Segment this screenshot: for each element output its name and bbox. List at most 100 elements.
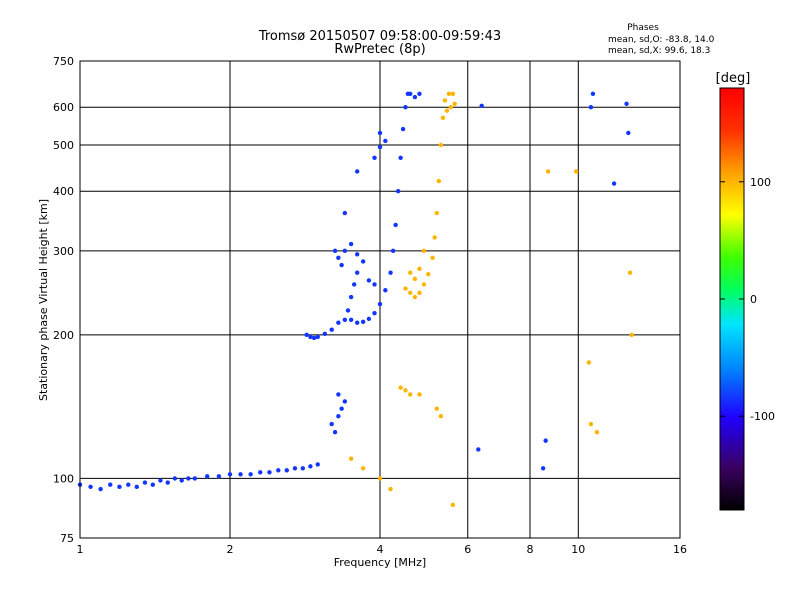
- data-point-x: [586, 360, 592, 365]
- data-point-x: [438, 142, 444, 148]
- x-tick-label: 6: [464, 543, 471, 556]
- data-point-x: [450, 91, 456, 97]
- data-point-x: [446, 91, 452, 97]
- data-point-o: [186, 476, 191, 481]
- data-point-x: [403, 286, 408, 291]
- data-point-o: [360, 259, 366, 264]
- data-point-o: [248, 472, 253, 477]
- data-point-x: [629, 332, 634, 338]
- data-point-o: [308, 464, 313, 469]
- data-point-o: [388, 270, 393, 275]
- data-point-o: [377, 144, 383, 150]
- data-point-x: [360, 466, 366, 471]
- data-point-o: [590, 91, 596, 97]
- data-point-x: [417, 266, 422, 272]
- data-point-o: [626, 130, 631, 136]
- data-point-o: [332, 248, 338, 254]
- legend-line-x: mean, sd,X: 99.6, 18.3: [608, 46, 710, 56]
- data-point-o: [342, 210, 348, 216]
- data-point-o: [88, 484, 93, 490]
- data-point-o: [332, 429, 338, 435]
- data-point-o: [372, 155, 377, 161]
- data-point-o: [540, 466, 546, 471]
- data-point-o: [204, 474, 210, 479]
- data-point-x: [436, 178, 442, 184]
- data-point-o: [276, 468, 281, 473]
- colorbar-tick-label: 100: [750, 176, 771, 189]
- data-point-o: [354, 169, 360, 174]
- data-point-o: [150, 482, 156, 487]
- x-tick-label: 8: [527, 543, 534, 556]
- y-tick-label: 200: [53, 329, 74, 342]
- colorbar-ticks: 100 0 -100: [720, 176, 775, 423]
- data-point-x: [408, 270, 413, 275]
- chart-subtitle: RwPretec (8p): [334, 42, 425, 57]
- data-point-x: [434, 210, 439, 216]
- data-point-o: [377, 130, 383, 136]
- data-point-o: [351, 282, 357, 287]
- data-point-o: [108, 482, 113, 487]
- x-tick-label: 10: [571, 543, 585, 556]
- x-tick-label: 4: [377, 543, 384, 556]
- data-point-o: [192, 476, 198, 481]
- data-point-o: [390, 248, 396, 254]
- data-point-x: [417, 392, 422, 397]
- data-point-x: [377, 476, 383, 481]
- y-tick-label: 500: [53, 139, 74, 152]
- data-point-o: [360, 319, 366, 324]
- data-point-o: [339, 262, 344, 268]
- data-point-x: [412, 276, 418, 282]
- data-point-o: [345, 308, 351, 313]
- data-point-x: [588, 421, 594, 427]
- y-axis-ticks: 75 100 200 300 400 500 600 750: [53, 55, 74, 545]
- data-point-o: [315, 334, 320, 340]
- data-point-o: [336, 255, 341, 261]
- data-point-o: [624, 101, 629, 107]
- y-axis-label: Stationary phase Virtual Height [km]: [37, 199, 50, 401]
- data-point-x: [408, 290, 413, 295]
- legend-line-o: mean, sd,O: -83.8, 14.0: [608, 35, 715, 45]
- data-point-x: [442, 98, 448, 103]
- data-point-o: [227, 472, 233, 477]
- data-point-x: [440, 115, 446, 121]
- data-point-o: [342, 317, 348, 323]
- legend-title: Phases: [627, 23, 659, 33]
- data-point-x: [388, 486, 393, 492]
- data-point-o: [412, 94, 418, 100]
- data-point-x: [398, 385, 403, 390]
- y-tick-label: 75: [60, 532, 74, 545]
- data-point-x: [412, 294, 418, 300]
- data-point-o: [417, 91, 422, 97]
- data-point-x: [444, 108, 450, 113]
- data-point-o: [372, 282, 377, 287]
- data-point-o: [158, 478, 163, 483]
- data-point-o: [165, 480, 170, 485]
- data-point-o: [258, 470, 263, 475]
- data-point-o: [366, 316, 372, 322]
- data-point-o: [329, 327, 334, 332]
- data-point-o: [354, 320, 360, 325]
- data-point-x: [438, 414, 444, 419]
- data-point-o: [403, 105, 408, 110]
- data-point-x: [573, 169, 579, 174]
- data-point-o: [339, 406, 344, 411]
- x-axis-ticks: 1 2 4 6 8 10 16: [77, 543, 688, 556]
- data-points: [77, 91, 634, 508]
- data-point-o: [342, 399, 348, 404]
- data-point-x: [417, 290, 422, 295]
- chart-title: Tromsø 20150507 09:58:00-09:59:43: [258, 29, 501, 44]
- data-point-o: [126, 482, 131, 487]
- y-tick-label: 750: [53, 55, 74, 68]
- data-point-x: [434, 406, 439, 411]
- data-point-o: [179, 478, 184, 483]
- data-point-x: [421, 248, 427, 254]
- data-point-o: [398, 155, 403, 161]
- data-point-x: [430, 255, 435, 261]
- colorbar-label: [deg]: [716, 71, 751, 86]
- data-point-o: [383, 288, 388, 293]
- data-point-o: [172, 476, 178, 481]
- data-point-o: [267, 470, 272, 475]
- y-tick-label: 300: [53, 245, 74, 258]
- data-point-o: [98, 486, 103, 492]
- data-point-o: [336, 414, 341, 419]
